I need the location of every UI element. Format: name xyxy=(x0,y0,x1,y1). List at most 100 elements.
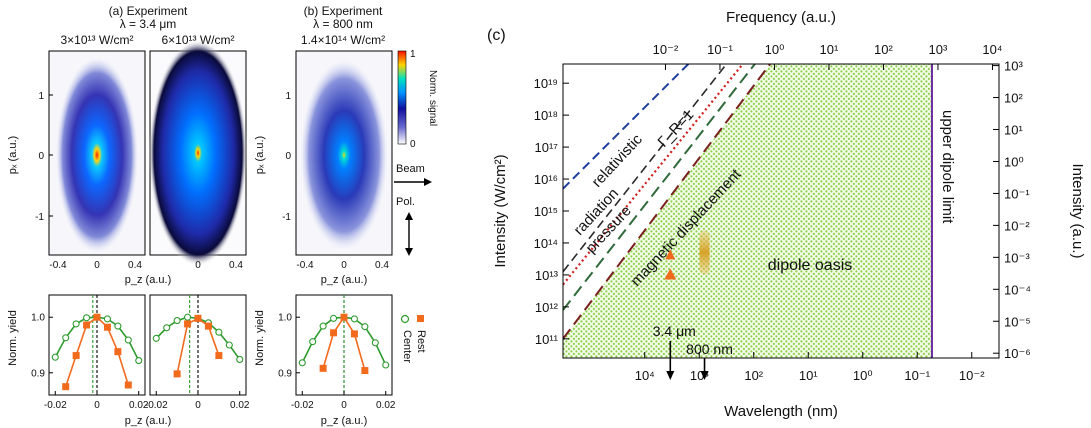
bottom-a-left-xtick-label: 0.02 xyxy=(129,400,149,411)
rest-point xyxy=(93,313,101,321)
heatmap-x-axes: -0.4 0 0.4 0 0.4 -0.4 0 0.4 xyxy=(49,260,389,271)
right-y-tick-label: 10⁰ xyxy=(1004,154,1024,169)
bottom-a-right-series xyxy=(152,313,244,378)
bottom-x-tick-label: 10⁰ xyxy=(853,368,873,383)
panel-b-lambda: λ = 800 nm xyxy=(313,17,373,31)
svg-text:0.4: 0.4 xyxy=(375,260,389,271)
center-point xyxy=(51,353,59,361)
left-y-tick-label: 10¹⁵ xyxy=(534,204,558,219)
right-y-tick-label: 10⁻² xyxy=(1004,218,1030,233)
heatmap-a-left-distribution xyxy=(55,55,139,255)
heatmap-a-left-y-axis: 1 0 -1 xyxy=(35,91,53,223)
label-800nm: 800 nm xyxy=(686,341,733,357)
bottom-b-ytick-label: 0.9 xyxy=(278,368,292,379)
heatmap-a-left xyxy=(48,50,146,256)
svg-text:0: 0 xyxy=(285,151,291,162)
panel-a-lambda: λ = 3.4 μm xyxy=(120,17,177,31)
rest-point xyxy=(194,314,202,322)
top-x-tick-label: 10⁻¹ xyxy=(707,42,733,57)
rest-point xyxy=(184,320,192,328)
heatmap-b-y-axis: 1 0 -1 xyxy=(282,91,291,223)
beam-label: Beam xyxy=(396,163,425,175)
label-dipole-oasis: dipole oasis xyxy=(768,257,853,274)
bottom-plots: 0.91.0-0.02 0 0.02-0.02 0 0.020.91.0-0.02 0 0.… xyxy=(31,294,396,411)
left-y-tick-label: 10¹² xyxy=(535,300,559,315)
bottom-a-right-xtick-label: 0.02 xyxy=(230,400,250,411)
heatmap-a-right xyxy=(149,40,247,266)
left-y-tick-label: 10¹¹ xyxy=(535,332,559,347)
top-x-tick-label: 10⁰ xyxy=(765,42,785,57)
svg-text:0.4: 0.4 xyxy=(229,260,243,271)
right-y-tick-label: 10⁻⁵ xyxy=(1004,314,1031,329)
heatmap-b xyxy=(295,50,393,256)
bottom-a-right-xtick-label: -0.02 xyxy=(145,400,168,411)
center-point xyxy=(184,313,192,321)
beam-indicator: Beam Pol. xyxy=(394,163,432,256)
label-upper-dipole-limit: upper dipole limit xyxy=(939,110,956,224)
right-y-tick-label: 10¹ xyxy=(1004,123,1023,138)
panel-c-label: (c) xyxy=(487,27,506,44)
right-y-tick-label: 10⁻⁶ xyxy=(1004,346,1031,361)
heatmap-a-ylabel: pₓ (a.u.) xyxy=(7,136,19,174)
arrow-800nm-head xyxy=(700,371,709,380)
left-y-tick-label: 10¹⁶ xyxy=(534,172,558,187)
top-x-tick-label: 10³ xyxy=(929,42,948,57)
c-xlabel: Wavelength (nm) xyxy=(724,403,838,420)
bottom-b-xtick-label: -0.02 xyxy=(291,400,314,411)
colorbar-max: 1 xyxy=(410,49,416,60)
svg-text:-1: -1 xyxy=(282,212,291,223)
center-point xyxy=(152,334,160,342)
dipole-oasis-region xyxy=(563,64,932,358)
center-point xyxy=(173,317,181,325)
bottom-x-tick-label: 10² xyxy=(744,368,763,383)
panel-a-intensity-left: 3×10¹³ W/cm² xyxy=(60,33,133,47)
marker-800nm xyxy=(699,230,710,275)
heatmap-b-distribution xyxy=(299,57,389,253)
bottom-a-left-xtick-label: -0.02 xyxy=(44,400,67,411)
bottom-a-left-ytick-label: 0.9 xyxy=(31,368,45,379)
right-y-tick-label: 10² xyxy=(1004,91,1023,106)
rest-point xyxy=(173,370,181,378)
center-point xyxy=(350,315,358,323)
bottom-b-xlabel: p_z (a.u.) xyxy=(321,415,367,427)
bottom-x-tick-label: 10⁻¹ xyxy=(904,368,930,383)
left-y-tick-label: 10¹⁹ xyxy=(534,76,558,91)
bottom-a-ylabel: Norm. yield xyxy=(7,310,19,366)
heatmap-b-ylabel: pₓ (a.u.) xyxy=(254,136,266,174)
rest-point xyxy=(124,381,132,389)
heatmap-b-xlabel: p_z (a.u.) xyxy=(321,274,367,286)
rest-point xyxy=(83,321,91,329)
magnetic-displacement-line xyxy=(563,64,771,340)
marker-3-4um-top xyxy=(665,249,676,260)
bottom-a-xlabel: p_z (a.u.) xyxy=(125,415,171,427)
bottom-b-ylabel: Norm. yield xyxy=(254,310,266,366)
heatmap-a-xlabel: p_z (a.u.) xyxy=(125,274,171,286)
heatmap-a-right-distribution xyxy=(149,40,247,266)
right-y-tick-label: 10⁻³ xyxy=(1004,250,1030,265)
right-y-tick-label: 10⁻¹ xyxy=(1004,186,1030,201)
bottom-x-tick-label: 10⁻² xyxy=(959,368,985,383)
relativistic-line xyxy=(563,64,690,190)
panel-b-title: (b) Experiment xyxy=(304,4,383,18)
top-x-tick-label: 10² xyxy=(874,42,893,57)
center-point xyxy=(361,323,369,331)
c-top-xlabel: Frequency (a.u.) xyxy=(726,9,836,26)
center-point xyxy=(135,357,143,365)
svg-text:0.4: 0.4 xyxy=(128,260,142,271)
marker-3-4um-bottom xyxy=(664,268,677,280)
center-point xyxy=(298,359,306,367)
rest-point xyxy=(361,367,369,375)
svg-text:-1: -1 xyxy=(35,212,44,223)
bottom-b-xtick-label: 0 xyxy=(341,400,347,411)
panel-b-intensity: 1.4×10¹⁴ W/cm² xyxy=(301,33,385,47)
rest-point xyxy=(114,348,122,356)
rest-point xyxy=(62,383,70,391)
svg-text:0: 0 xyxy=(195,260,201,271)
bottom-legend: Center Rest xyxy=(400,314,427,363)
colorbar-min: 0 xyxy=(410,139,416,150)
bottom-a-left-ytick-label: 1.0 xyxy=(31,313,45,324)
arrow-3-4um-head xyxy=(666,371,675,380)
colorbar: 1 0 Norm. signal xyxy=(397,49,438,150)
center-point xyxy=(124,336,132,344)
